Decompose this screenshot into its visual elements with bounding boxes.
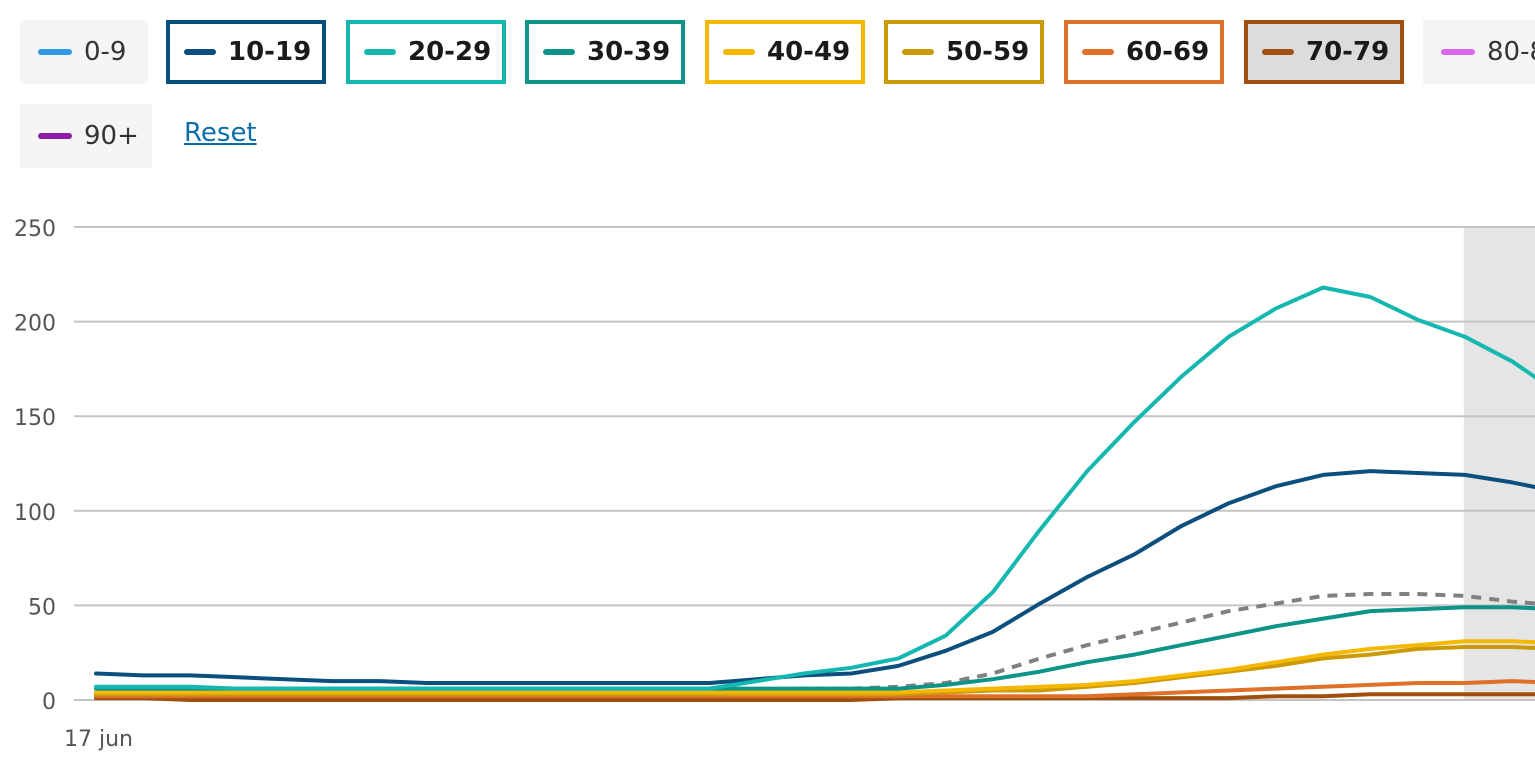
- series-line-average: [96, 592, 1535, 693]
- legend-item-10-19[interactable]: 10-19: [166, 20, 326, 84]
- series-line-10-19: [94, 469, 1535, 685]
- legend-swatch: [902, 49, 934, 55]
- legend-swatch: [1262, 49, 1294, 55]
- legend-swatch: [1441, 49, 1475, 55]
- legend-swatch: [184, 49, 216, 55]
- y-tick-label: 0: [42, 690, 56, 715]
- legend-label: 60-69: [1126, 37, 1210, 67]
- legend-label: 80-89: [1487, 37, 1535, 67]
- y-tick-label: 150: [14, 406, 56, 431]
- legend-item-40-49[interactable]: 40-49: [705, 20, 865, 84]
- shaded-region: [1463, 227, 1535, 700]
- legend: 0-9 10-19 20-29 30-39 40-49 50-59 60-69 70-79 80…: [20, 20, 1535, 170]
- legend-swatch: [1082, 49, 1114, 55]
- legend-label: 20-29: [408, 37, 492, 67]
- x-tick-label: 17 jun: [64, 727, 133, 752]
- legend-item-70-79[interactable]: 70-79: [1244, 20, 1404, 84]
- series-line-20-29: [94, 285, 1535, 691]
- legend-label: 10-19: [228, 37, 312, 67]
- legend-swatch: [364, 49, 396, 55]
- y-tick-label: 250: [14, 217, 56, 242]
- y-tick-label: 100: [14, 501, 56, 526]
- legend-item-30-39[interactable]: 30-39: [525, 20, 685, 84]
- legend-item-50-59[interactable]: 50-59: [884, 20, 1044, 84]
- y-tick-label: 50: [28, 595, 56, 620]
- y-tick-label: 200: [14, 312, 56, 337]
- legend-item-0-9[interactable]: 0-9: [20, 20, 148, 84]
- legend-swatch: [543, 49, 575, 55]
- legend-label: 50-59: [946, 37, 1030, 67]
- legend-label: 90+: [84, 121, 139, 151]
- legend-label: 0-9: [84, 37, 127, 67]
- legend-item-80-89[interactable]: 80-89: [1423, 20, 1535, 84]
- legend-item-90plus[interactable]: 90+: [20, 104, 152, 168]
- reset-link[interactable]: Reset: [184, 118, 257, 148]
- legend-label: 40-49: [767, 37, 851, 67]
- series-line-40-49: [94, 639, 1535, 695]
- legend-label: 70-79: [1306, 37, 1390, 67]
- legend-swatch: [38, 133, 72, 139]
- legend-item-60-69[interactable]: 60-69: [1064, 20, 1224, 84]
- series-line-70-79: [94, 692, 1535, 702]
- legend-label: 30-39: [587, 37, 671, 67]
- legend-swatch: [38, 49, 72, 55]
- legend-swatch: [723, 49, 755, 55]
- legend-item-20-29[interactable]: 20-29: [346, 20, 506, 84]
